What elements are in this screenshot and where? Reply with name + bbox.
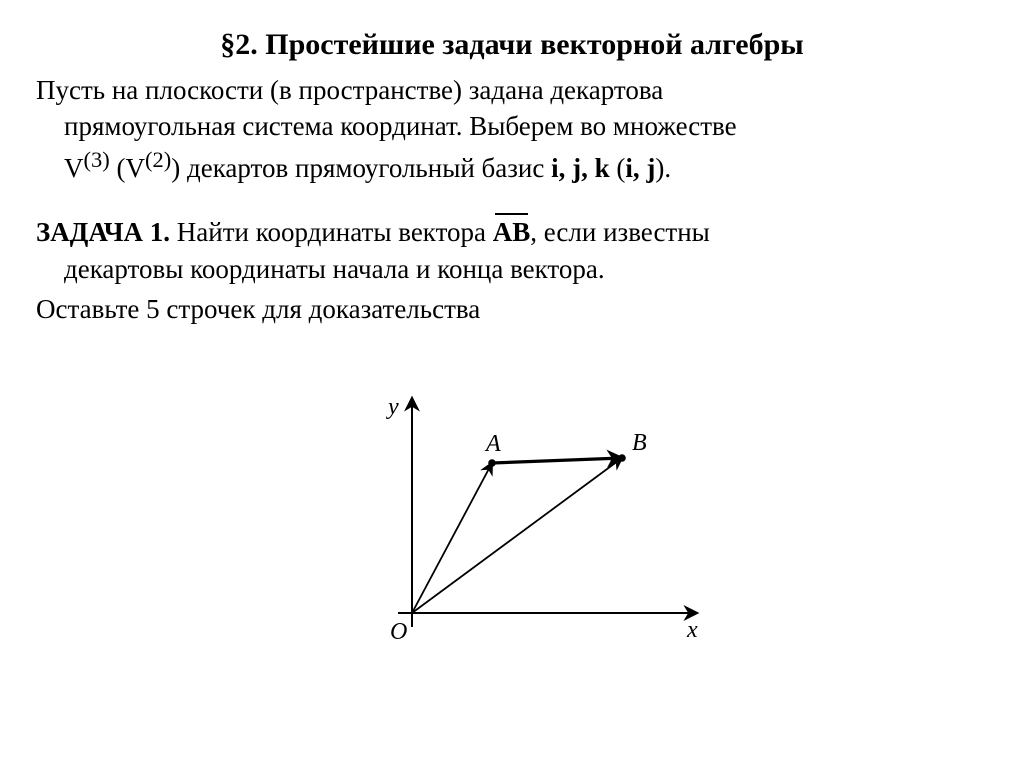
vector-oa	[412, 463, 492, 613]
label-x: x	[686, 617, 698, 643]
label-o: O	[390, 619, 407, 645]
vector-ab-symbol: AB	[493, 219, 531, 246]
intro-v2-mid: (V	[110, 153, 145, 183]
intro-sup-3: (3)	[84, 147, 110, 172]
intro-v3-pre: V	[64, 153, 84, 183]
point-a	[488, 459, 496, 467]
intro-sup-2: (2)	[145, 147, 171, 172]
vector-diagram: Ox y A B	[302, 368, 722, 668]
task-line3: Оставьте 5 строчек для доказательства	[36, 291, 988, 327]
task-line1-post: , если известны	[530, 217, 710, 247]
page-title: §2. Простейшие задачи векторной алгебры	[36, 28, 988, 62]
intro-line1: Пусть на плоскости (в пространстве) зада…	[36, 75, 663, 105]
intro-line3-post: ) декартов прямоугольный базис	[171, 153, 551, 183]
label-a: A	[484, 431, 501, 457]
intro-line2: прямоугольная система координат. Выберем…	[64, 111, 737, 141]
vector-ab	[492, 458, 622, 463]
vector-ab-text: AB	[493, 217, 531, 247]
task-line1-pre: Найти координаты вектора	[170, 217, 493, 247]
basis-ijk: i, j, k	[551, 153, 616, 183]
overline-bar	[495, 213, 529, 215]
point-b	[618, 454, 626, 462]
task-label: ЗАДАЧА 1.	[36, 217, 170, 247]
label-b: B	[632, 430, 647, 456]
task-line2: декартовы координаты начала и конца вект…	[36, 251, 988, 287]
intro-paragraph: Пусть на плоскости (в пространстве) зада…	[36, 72, 988, 186]
label-y: y	[386, 394, 399, 420]
basis-paren-close: ).	[655, 153, 671, 183]
basis-ij: i, j	[625, 153, 655, 183]
vector-ob	[412, 458, 622, 613]
task-paragraph: ЗАДАЧА 1. Найти координаты вектора AB, е…	[36, 214, 988, 250]
